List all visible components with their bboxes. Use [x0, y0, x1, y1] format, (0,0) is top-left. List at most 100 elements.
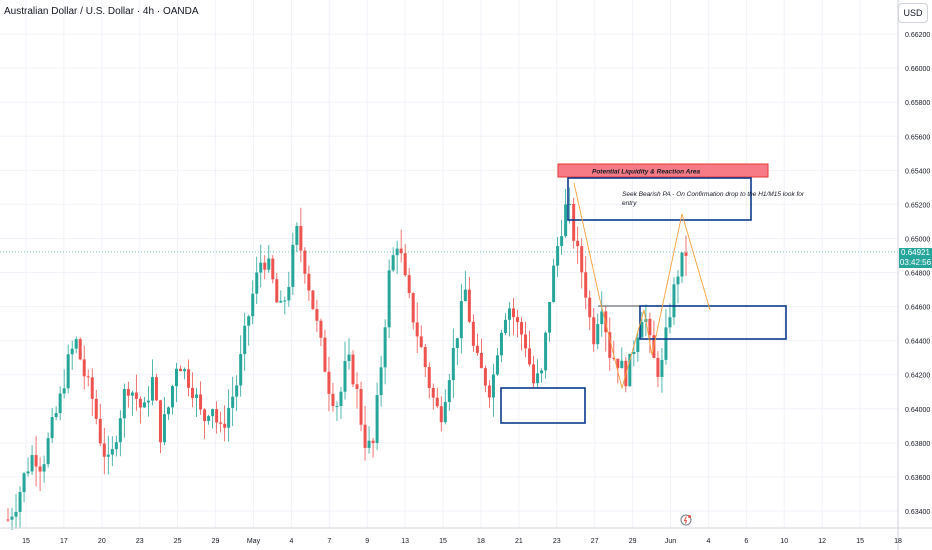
candle-body — [126, 389, 130, 396]
time-tick-label: 18 — [894, 538, 902, 545]
candle-body — [427, 367, 431, 388]
candle-body — [187, 369, 191, 388]
candle-body — [479, 352, 483, 369]
alert-icon[interactable] — [680, 514, 692, 526]
candle-body — [536, 373, 540, 384]
time-tick-label: 15 — [22, 538, 30, 545]
time-tick-label: 15 — [439, 538, 447, 545]
candle-body — [239, 354, 243, 386]
candle-body — [395, 248, 399, 256]
candle-body — [267, 258, 271, 270]
bar-countdown: 03:42:56 — [899, 258, 932, 267]
candle-body — [491, 374, 495, 398]
currency-button[interactable]: USD — [898, 3, 928, 23]
candle-body — [323, 337, 327, 372]
candle-body — [62, 388, 66, 394]
candle-body — [499, 332, 503, 356]
candle-body — [475, 345, 479, 353]
candle-body — [471, 321, 475, 346]
candle-body — [110, 449, 114, 455]
current-price-tag: 0.64921 03:42:56 — [899, 248, 932, 268]
candle-body — [640, 321, 644, 338]
candle-body — [78, 339, 82, 360]
candle-body — [279, 300, 283, 303]
candle-body — [443, 401, 447, 423]
candle-body — [568, 203, 572, 205]
candle-body — [134, 392, 138, 399]
candle-body — [162, 414, 166, 443]
candle-body — [231, 396, 235, 408]
liquidity-label-box — [557, 163, 769, 178]
candle-body — [451, 348, 455, 381]
candle-body — [14, 511, 18, 517]
projection-path-1 — [573, 182, 711, 390]
candle-body — [680, 252, 684, 277]
price-tick-label: 0.64400 — [905, 339, 930, 346]
candle-body — [6, 519, 10, 521]
candle-body — [94, 398, 98, 419]
candle-body — [507, 308, 511, 320]
candle-body — [150, 377, 154, 401]
candle-body — [676, 276, 680, 285]
candle-body — [34, 455, 38, 467]
candle-body — [102, 443, 106, 457]
time-tick-label: 27 — [591, 538, 599, 545]
candle-body — [660, 359, 664, 377]
price-axis: 0.66200 0.66000 0.65800 0.65600 0.65400 0.652… — [897, 0, 930, 550]
candle-body — [403, 253, 407, 276]
candle-body — [447, 380, 451, 402]
candle-body — [391, 255, 395, 271]
candle-body — [106, 454, 110, 457]
candle-body — [616, 358, 620, 369]
candle-body — [684, 252, 688, 256]
candle-body — [283, 300, 287, 302]
candle-body — [114, 442, 118, 450]
candle-body — [564, 204, 568, 237]
candle-body — [411, 293, 415, 323]
time-tick-label: 23 — [136, 538, 144, 545]
candle-body — [584, 272, 588, 298]
price-tick-label: 0.64600 — [905, 305, 930, 312]
time-tick-label: 25 — [174, 538, 182, 545]
candle-body — [146, 400, 150, 403]
candle-body — [664, 327, 668, 360]
candle-body — [22, 473, 26, 493]
candle-body — [339, 391, 343, 407]
candle-body — [608, 332, 612, 358]
candle-body — [203, 409, 207, 421]
candle-body — [632, 351, 636, 354]
candle-body — [227, 407, 231, 428]
time-tick-label: 10 — [780, 538, 788, 545]
candle-body — [524, 334, 528, 349]
candle-body — [331, 393, 335, 407]
price-tick-label: 0.64800 — [905, 271, 930, 278]
current-price-value: 0.64921 — [901, 248, 930, 257]
candle-body — [367, 440, 371, 448]
time-tick-label: 15 — [856, 538, 864, 545]
candle-body — [38, 466, 42, 472]
time-tick-label: 6 — [744, 538, 748, 545]
time-tick-label: 4 — [706, 538, 710, 545]
candle-body — [183, 369, 187, 372]
candle-body — [271, 258, 275, 280]
candle-body — [259, 262, 263, 273]
candle-body — [74, 339, 78, 349]
candle-body — [138, 398, 142, 408]
candle-body — [576, 240, 580, 247]
candle-body — [219, 422, 223, 424]
supply-note-line2: entry — [622, 200, 637, 207]
candle-body — [435, 397, 439, 407]
price-tick-label: 0.65600 — [905, 134, 930, 141]
candle-body — [516, 317, 520, 323]
price-tick-label: 0.64000 — [905, 407, 930, 414]
candle-body — [311, 290, 315, 310]
candle-body — [199, 394, 203, 410]
candle-body — [26, 471, 30, 474]
time-tick-label: 12 — [818, 538, 826, 545]
candle-body — [98, 418, 102, 444]
candle-body — [511, 308, 515, 318]
candle-body — [207, 416, 211, 421]
price-tick-label: 0.65400 — [905, 168, 930, 175]
chart-grid — [0, 0, 899, 528]
